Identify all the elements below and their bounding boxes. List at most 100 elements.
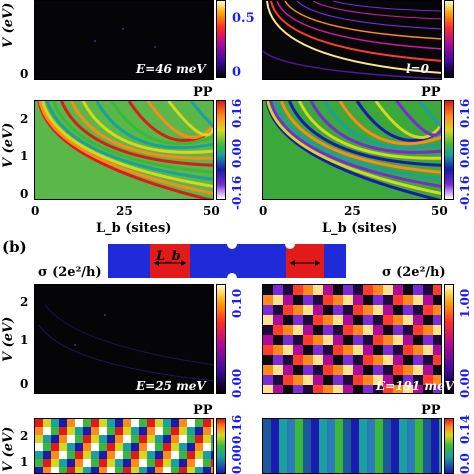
texture-cell bbox=[413, 385, 423, 393]
texture-cell bbox=[399, 467, 407, 473]
texture-cell bbox=[431, 443, 439, 451]
texture-cell bbox=[327, 443, 335, 451]
texture-cell bbox=[383, 325, 393, 335]
texture-cell bbox=[391, 443, 399, 451]
texture-cell bbox=[415, 443, 423, 451]
texture-cell bbox=[407, 451, 415, 459]
texture-cell bbox=[367, 427, 375, 435]
texture-cell bbox=[283, 385, 293, 393]
y-tick: 0 bbox=[20, 377, 29, 391]
heatmap-b-top-right bbox=[262, 284, 442, 394]
texture-cell bbox=[353, 355, 363, 365]
fringe bbox=[298, 101, 441, 160]
texture-cell bbox=[271, 451, 279, 459]
texture-cell bbox=[351, 419, 359, 427]
fringe bbox=[338, 101, 441, 146]
texture-cell bbox=[415, 467, 423, 473]
texture-cell bbox=[335, 467, 343, 473]
texture-cell bbox=[203, 459, 211, 467]
texture-cell bbox=[107, 443, 115, 451]
texture-cell bbox=[91, 419, 99, 427]
texture-cell bbox=[353, 385, 363, 393]
texture-cell bbox=[155, 451, 163, 459]
texture-cell bbox=[195, 443, 203, 451]
texture-cell bbox=[343, 443, 351, 451]
texture-cell bbox=[439, 459, 441, 467]
fringe bbox=[146, 101, 213, 139]
texture-cell bbox=[351, 451, 359, 459]
texture-cell bbox=[263, 451, 271, 459]
texture-cell bbox=[433, 285, 441, 295]
texture-cell bbox=[91, 451, 99, 459]
texture-cell bbox=[353, 295, 363, 305]
texture-cell bbox=[295, 459, 303, 467]
texture-cell bbox=[303, 325, 313, 335]
texture-cell bbox=[303, 355, 313, 365]
texture-cell bbox=[91, 467, 99, 473]
y-axis-label: V (eV) bbox=[1, 426, 16, 472]
texture-cell bbox=[333, 345, 343, 355]
texture-cell bbox=[279, 427, 287, 435]
texture-cell bbox=[83, 451, 91, 459]
texture-cell bbox=[333, 285, 343, 295]
texture-cell bbox=[359, 459, 367, 467]
texture-cell bbox=[433, 315, 441, 325]
texture-cell bbox=[327, 459, 335, 467]
cbar-tick: 0.00 bbox=[230, 138, 244, 168]
texture-cell bbox=[107, 427, 115, 435]
texture-cell bbox=[187, 427, 195, 435]
texture-cell bbox=[363, 385, 373, 393]
texture-cell bbox=[407, 435, 415, 443]
fringe bbox=[45, 101, 213, 181]
texture-cell bbox=[335, 435, 343, 443]
texture-cell bbox=[203, 419, 211, 427]
texture-cell bbox=[195, 451, 203, 459]
texture-cell bbox=[433, 305, 441, 315]
texture-cell bbox=[195, 459, 203, 467]
texture-cell bbox=[171, 419, 179, 427]
texture-cell bbox=[407, 467, 415, 473]
texture-cell bbox=[413, 345, 423, 355]
texture-cell bbox=[431, 459, 439, 467]
texture-cell bbox=[351, 435, 359, 443]
texture-cell bbox=[373, 385, 383, 393]
texture-cell bbox=[375, 427, 383, 435]
texture-cell bbox=[439, 467, 441, 473]
texture-cell bbox=[431, 427, 439, 435]
texture-cell bbox=[433, 345, 441, 355]
texture-cell bbox=[333, 325, 343, 335]
texture-cell bbox=[373, 285, 383, 295]
texture-cell bbox=[373, 305, 383, 315]
texture-cell bbox=[139, 443, 147, 451]
texture-cell bbox=[423, 443, 431, 451]
cbar-tick: -0.16 bbox=[230, 175, 244, 210]
texture-cell bbox=[283, 345, 293, 355]
texture-cell bbox=[303, 427, 311, 435]
pp-checker bbox=[263, 419, 441, 473]
texture-cell bbox=[431, 419, 439, 427]
texture-cell bbox=[99, 427, 107, 435]
texture-cell bbox=[343, 467, 351, 473]
texture-cell bbox=[155, 435, 163, 443]
texture-cell bbox=[59, 435, 67, 443]
texture-cell bbox=[75, 451, 83, 459]
texture-cell bbox=[363, 305, 373, 315]
fringe bbox=[41, 101, 213, 188]
texture-cell bbox=[263, 295, 273, 305]
texture-cell bbox=[287, 419, 295, 427]
texture-cell bbox=[335, 419, 343, 427]
colorbar-a-bottom-left bbox=[216, 100, 226, 200]
texture-cell bbox=[271, 427, 279, 435]
texture-cell bbox=[303, 459, 311, 467]
texture-cell bbox=[279, 451, 287, 459]
texture-cell bbox=[439, 443, 441, 451]
y-axis-label: V (eV) bbox=[1, 122, 16, 168]
texture-cell bbox=[187, 435, 195, 443]
y-tick: 0 bbox=[20, 67, 29, 81]
texture-cell bbox=[139, 427, 147, 435]
y-tick: 1 bbox=[20, 455, 29, 469]
texture-cell bbox=[433, 365, 441, 375]
texture-cell bbox=[83, 427, 91, 435]
texture-cell bbox=[393, 355, 403, 365]
texture-cell bbox=[375, 435, 383, 443]
